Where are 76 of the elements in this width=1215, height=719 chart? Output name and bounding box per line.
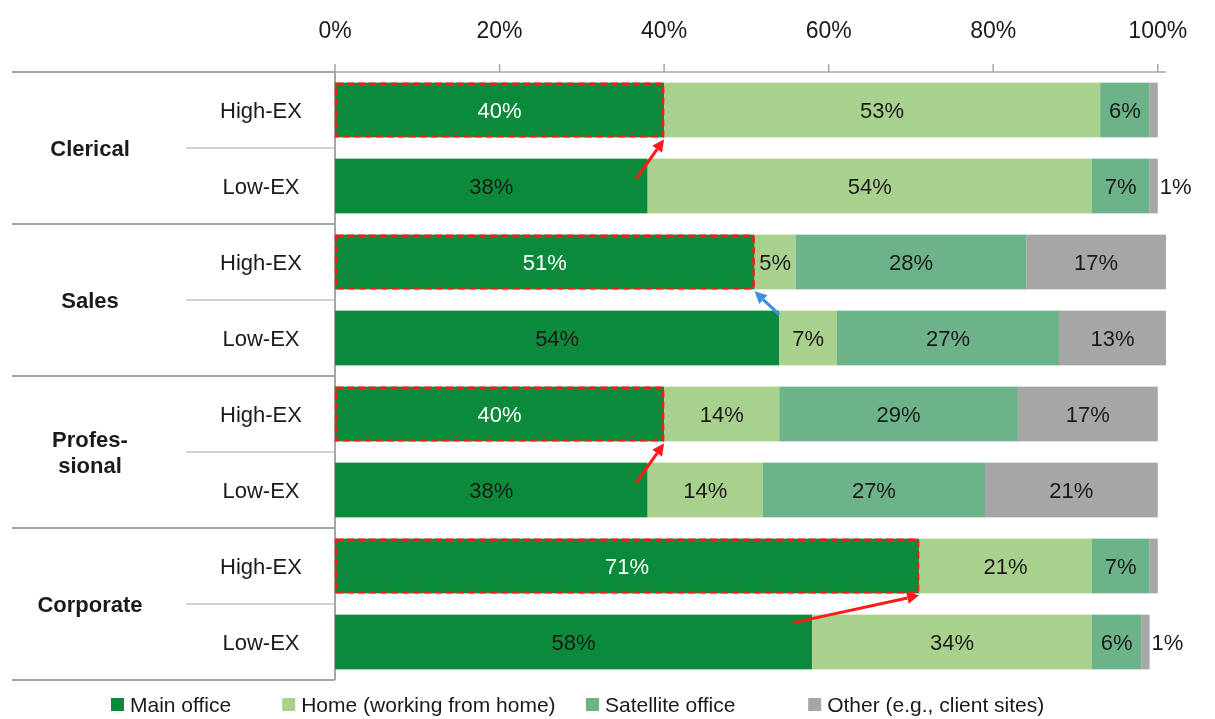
text: Sales	[61, 287, 119, 313]
bar	[1091, 538, 1150, 594]
bar	[1149, 158, 1158, 214]
data-label: 14%	[699, 401, 744, 427]
legend-label: Satellite office	[605, 693, 736, 717]
bar	[1017, 386, 1158, 442]
data-label: 40%	[477, 97, 522, 123]
x-tick-label: 60%	[805, 17, 852, 44]
bar	[1149, 538, 1158, 594]
bar	[1026, 234, 1166, 290]
bar	[1091, 158, 1150, 214]
bar	[919, 538, 1092, 594]
bar	[647, 158, 1092, 214]
data-label: 6%	[1100, 629, 1133, 655]
bar	[335, 310, 780, 366]
data-label: 38%	[469, 173, 514, 199]
bar	[984, 462, 1158, 518]
data-label: 7%	[1104, 553, 1137, 579]
x-tick-label: 20%	[476, 17, 523, 44]
legend-label: Main office	[130, 693, 232, 717]
y-tick-label: High-EX	[220, 97, 303, 123]
x-tick-label: 0%	[318, 17, 352, 44]
data-label: 71%	[605, 553, 650, 579]
data-label: 53%	[860, 97, 905, 123]
data-label: 27%	[925, 325, 970, 351]
bar	[795, 234, 1027, 290]
bar	[1100, 82, 1150, 138]
data-label: 54%	[535, 325, 580, 351]
data-label: 14%	[683, 477, 728, 503]
data-label: 5%	[759, 249, 792, 275]
bar	[335, 462, 648, 518]
data-label: 21%	[1049, 477, 1094, 503]
y-tick-label: Low-EX	[222, 173, 300, 199]
data-label: 7%	[1104, 173, 1137, 199]
bar	[779, 310, 837, 366]
text: Clerical	[50, 135, 130, 161]
data-label: 17%	[1065, 401, 1110, 427]
bar	[1059, 310, 1166, 366]
bar	[335, 158, 648, 214]
data-label: 54%	[847, 173, 892, 199]
bar	[836, 310, 1060, 366]
bar	[762, 462, 985, 518]
data-label: 13%	[1090, 325, 1135, 351]
data-label: 6%	[1108, 97, 1141, 123]
y-tick-label: Low-EX	[222, 325, 300, 351]
text: Corporate	[37, 591, 143, 617]
bar	[335, 614, 813, 670]
x-tick-label: 80%	[970, 17, 1017, 44]
data-label: 1%	[1151, 629, 1184, 655]
y-tick-label: High-EX	[220, 249, 303, 275]
x-tick-label: 40%	[641, 17, 688, 44]
data-label: 28%	[888, 249, 933, 275]
data-label: 7%	[792, 325, 824, 351]
y-tick-label: High-EX	[220, 553, 303, 579]
y-tick-label: Low-EX	[222, 629, 300, 655]
data-label: 34%	[930, 629, 975, 655]
bar	[1141, 614, 1150, 670]
data-label: 51%	[522, 249, 567, 275]
bar	[647, 462, 763, 518]
data-label: 1%	[1159, 173, 1192, 199]
x-tick-label: 100%	[1128, 17, 1188, 44]
bar	[779, 386, 1018, 442]
data-label: 27%	[851, 477, 896, 503]
data-label: 17%	[1074, 249, 1119, 275]
legend-label: Home (working from home)	[301, 693, 556, 717]
data-label: 40%	[477, 401, 522, 427]
y-tick-label: Low-EX	[222, 477, 300, 503]
bar	[1149, 82, 1158, 138]
data-label: 58%	[551, 629, 596, 655]
data-label: 29%	[876, 401, 921, 427]
y-tick-label: High-EX	[220, 401, 303, 427]
legend-label: Other (e.g., client sites)	[827, 693, 1045, 717]
text: Profes-sional	[52, 426, 128, 478]
data-label: 21%	[983, 553, 1028, 579]
data-label: 38%	[469, 477, 514, 503]
bar	[812, 614, 1092, 670]
